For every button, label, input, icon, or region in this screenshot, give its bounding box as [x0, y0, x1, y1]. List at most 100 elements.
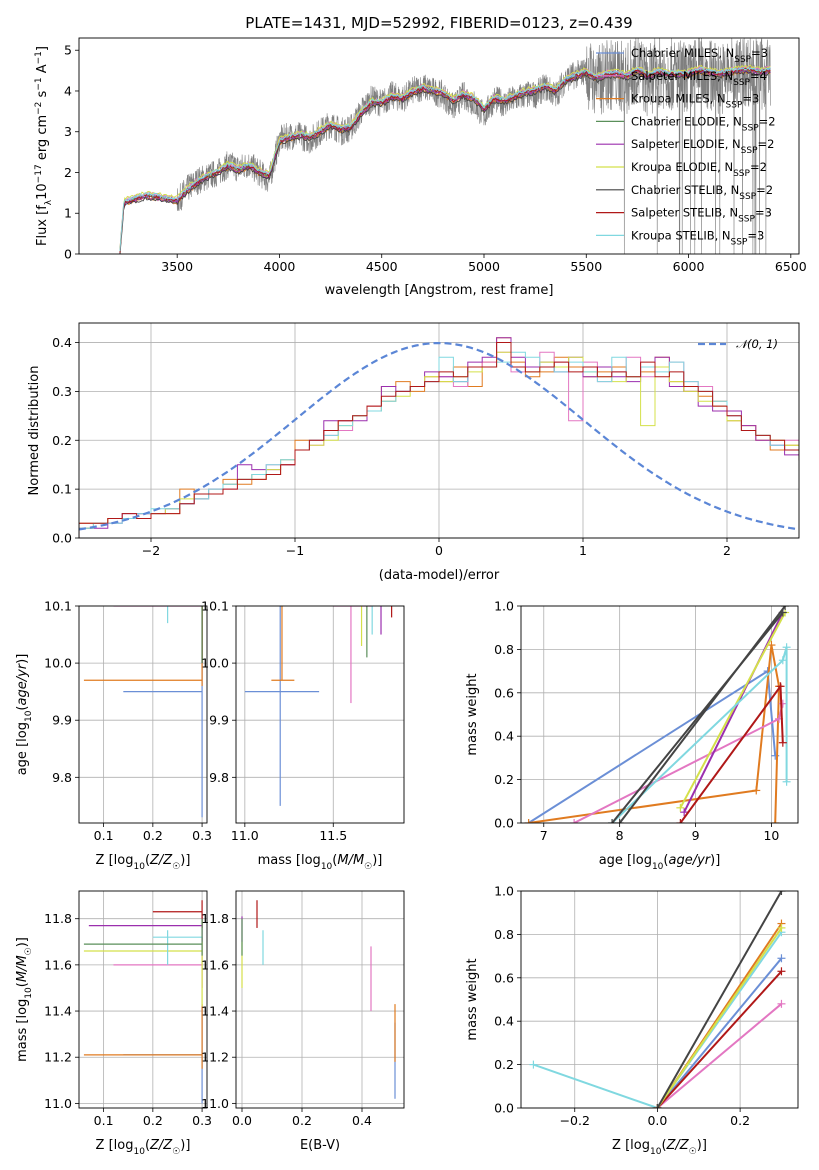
y-tick-label: 0.4	[494, 729, 514, 744]
errorbar-point-6	[152, 900, 203, 928]
cumulative-mass-vs-Z-plot-area	[529, 891, 786, 1108]
y-tick-label: 0.2	[494, 1057, 514, 1072]
errorbar-point-0	[244, 606, 320, 806]
model-line-4	[119, 69, 771, 254]
y-tick-label: 0.0	[52, 531, 72, 546]
x-tick-label: 8	[616, 828, 624, 843]
y-tick-label: 11.2	[44, 1050, 72, 1065]
errorbar-point-2	[113, 606, 203, 664]
residuals-ylabel: Normed distribution	[27, 366, 42, 496]
x-tick-label: 0.2	[143, 828, 163, 843]
x-tick-label: −1	[286, 543, 304, 558]
cumulative-mass-vs-age-panel: 7 8 9 10 0.0 0.2 0.4 0.6 0.8 1.0 age [log10(age/yr…	[465, 599, 799, 872]
y-tick-label: 5	[64, 43, 72, 58]
y-tick-label: 1	[64, 206, 72, 221]
y-tick-label: 0	[64, 247, 72, 262]
x-tick-label: 0	[435, 543, 443, 558]
cumulative-line-8	[611, 611, 784, 823]
mass-vs-Z-panel: 0.1 0.2 0.3 11.0 11.2 11.4 11.6 11.8 Z [log10(Z/…	[15, 890, 212, 1157]
y-tick-label: 11.2	[201, 1050, 229, 1065]
y-tick-label: 2	[64, 165, 72, 180]
y-tick-label: 0.0	[494, 1101, 514, 1116]
y-tick-label: 1.0	[494, 599, 514, 614]
y-tick-label: 0.4	[494, 1014, 514, 1029]
y-tick-label: 4	[64, 83, 72, 98]
y-tick-label: 1.0	[494, 884, 514, 899]
cumulative-mass-vs-age-plot-area	[524, 606, 791, 823]
cumulative-line-2	[573, 703, 784, 823]
y-tick-label: 0.3	[52, 384, 72, 399]
y-tick-label: 3	[64, 124, 72, 139]
model-line-5	[119, 64, 771, 250]
x-tick-label: 0.2	[292, 1113, 312, 1128]
y-tick-label: 9.8	[52, 770, 72, 785]
y-tick-label: 11.6	[201, 957, 229, 972]
legend-entry-8: Kroupa STELIB, NSSP=3	[631, 228, 764, 247]
cumulative-line-3	[656, 1003, 783, 1108]
legend-normal: 𝒩(0, 1)	[736, 337, 778, 351]
errorbar-point-1	[83, 606, 203, 686]
x-tick-label: 2	[723, 543, 731, 558]
axes-frame	[235, 605, 405, 824]
cumulative-line-0	[528, 669, 777, 823]
axes-frame	[520, 890, 799, 1109]
errorbar-point-7	[201, 606, 203, 664]
y-tick-label: 0.2	[52, 433, 72, 448]
x-tick-label: 0.2	[730, 1113, 750, 1128]
y-tick-label: 9.8	[209, 770, 229, 785]
cumulative-mass-vs-Z-xlabel: Z [log10(Z/Z☉)]	[612, 1138, 707, 1157]
mass-vs-Z-plot-area	[83, 900, 203, 1104]
x-tick-label: −2	[142, 543, 160, 558]
age-vs-Z-ylabel: age [log10(age/yr)]	[15, 654, 34, 776]
x-tick-label: 10	[763, 828, 779, 843]
mass-vs-EBV-plot-area	[241, 900, 396, 1099]
x-tick-label: 5500	[570, 259, 602, 274]
errorbar-point-0	[123, 606, 203, 818]
cumulative-mass-vs-Z-panel: −0.2 0.0 0.2 0.0 0.2 0.4 0.6 0.8 1.0 Z [log10(Z/Z…	[465, 884, 799, 1157]
x-tick-label: 7	[540, 828, 548, 843]
errorbar-point-7	[83, 918, 203, 956]
axes-frame	[78, 890, 208, 1109]
x-tick-label: 11.0	[231, 828, 259, 843]
errorbar-point-5	[371, 606, 373, 635]
cumulative-line-1	[528, 644, 781, 823]
residuals-xlabel: (data-model)/error	[379, 568, 500, 583]
histogram-0	[79, 337, 799, 538]
x-tick-label: 1	[579, 543, 587, 558]
age-vs-Z-plot-area	[83, 606, 203, 818]
age-vs-mass-xlabel: mass [log10(M/M☉)]	[258, 853, 383, 872]
y-tick-label: 9.9	[209, 713, 229, 728]
cumulative-line-0	[533, 931, 783, 1108]
errorbar-point-6	[201, 606, 203, 664]
y-tick-label: 10.0	[201, 656, 229, 671]
cumulative-mass-vs-age-ylabel: mass weight	[465, 673, 480, 755]
mass-vs-Z-xlabel: Z [log10(Z/Z☉)]	[96, 1138, 191, 1157]
errorbar-point-5	[152, 930, 203, 965]
cumulative-line-5	[656, 927, 783, 1108]
errorbar-point-5	[167, 606, 169, 624]
x-tick-label: 4500	[366, 259, 398, 274]
errorbar-point-3	[380, 606, 382, 635]
normal-curve	[79, 342, 797, 531]
spectrum-ylabel: Flux [fλ10−17 erg cm−2 s−1 A−1]	[34, 46, 54, 246]
legend-entry-7: Salpeter STELIB, NSSP=3	[631, 206, 772, 225]
age-vs-mass-panel: 11.0 11.5 9.8 9.9 10.0 10.1 mass [log10(M/M☉)]	[201, 599, 405, 872]
axes-frame	[78, 37, 800, 255]
histogram-5	[79, 342, 799, 538]
x-tick-label: 0.3	[192, 828, 212, 843]
y-tick-label: 10.0	[44, 656, 72, 671]
x-tick-label: −0.2	[560, 1113, 590, 1128]
y-tick-label: 9.9	[52, 713, 72, 728]
x-tick-label: 0.1	[94, 1113, 114, 1128]
model-line-8	[119, 66, 771, 252]
mass-vs-EBV-xlabel: E(B-V)	[300, 1138, 340, 1153]
spectrum-plot-area	[119, 38, 771, 254]
y-tick-label: 0.1	[52, 482, 72, 497]
y-tick-label: 11.4	[44, 1004, 72, 1019]
cumulative-line-4	[656, 970, 783, 1108]
x-tick-label: 0.3	[192, 1113, 212, 1128]
axes-frame	[235, 890, 405, 1109]
residuals-plot-area	[79, 337, 799, 538]
errorbar-point-7	[366, 606, 368, 658]
